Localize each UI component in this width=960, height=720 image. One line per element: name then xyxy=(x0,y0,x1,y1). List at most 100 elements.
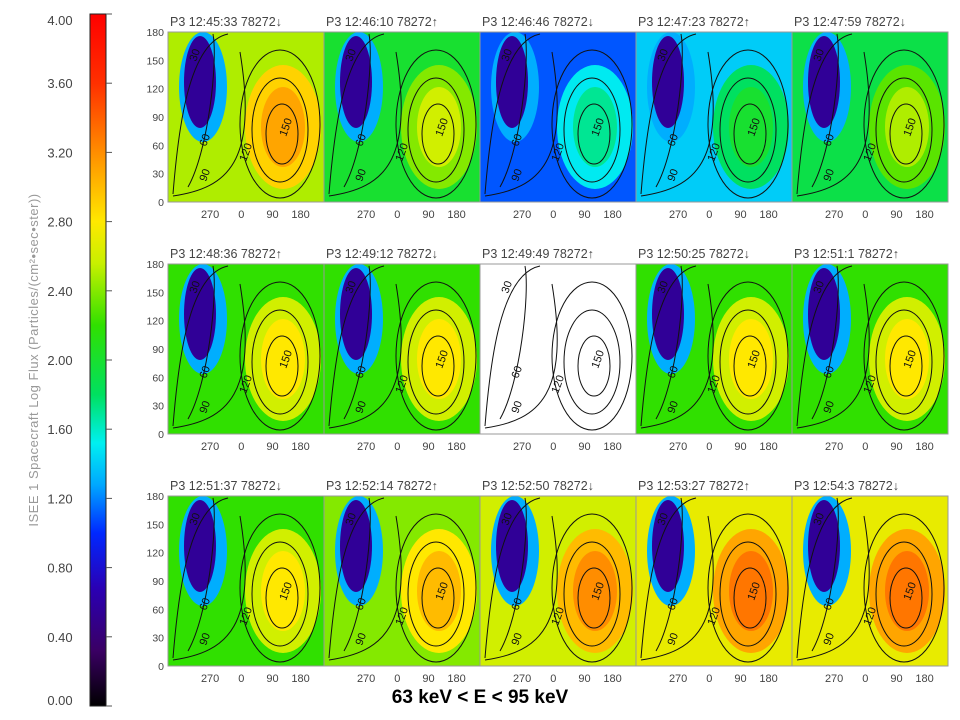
y-tick-label: 180 xyxy=(146,491,164,503)
panel-title: P3 12:51:37 78272↓ xyxy=(170,479,282,493)
contour-line xyxy=(484,497,541,659)
contour-line xyxy=(563,77,621,183)
contour-label: 60 xyxy=(510,596,525,612)
contour-label: 90 xyxy=(822,399,837,415)
y-tick-label: 60 xyxy=(152,140,164,152)
contour-line xyxy=(796,265,853,427)
x-tick-label: 270 xyxy=(201,441,219,453)
contour-label: 30 xyxy=(656,511,671,527)
contour-line xyxy=(655,497,683,652)
y-tick-label: 90 xyxy=(152,344,164,356)
contour-label: 30 xyxy=(344,511,359,527)
panel-title: P3 12:50:25 78272↓ xyxy=(638,247,750,261)
flux-peak xyxy=(417,87,461,167)
contour-label: 150 xyxy=(278,349,296,370)
contour-label: 30 xyxy=(344,47,359,63)
contour-line xyxy=(172,265,229,427)
contour-line xyxy=(707,513,789,663)
flux-low-core xyxy=(496,36,528,128)
x-tick-label: 90 xyxy=(266,441,278,453)
panel-frame xyxy=(791,31,949,203)
x-tick-label: 270 xyxy=(825,673,843,685)
flux-peak xyxy=(261,319,305,399)
panel: P3 12:53:27 78272↑ 30 60 90 120 150 270 0 90 180 xyxy=(635,479,793,685)
contour-line xyxy=(187,33,215,188)
contour-line xyxy=(563,541,621,647)
x-tick-label: 90 xyxy=(890,209,902,221)
panel-title: P3 12:54:3 78272↓ xyxy=(794,479,899,493)
y-tick-label: 180 xyxy=(146,259,164,271)
panel-title: P3 12:49:12 78272↓ xyxy=(326,247,438,261)
contour-line xyxy=(577,335,611,397)
x-tick-label: 180 xyxy=(447,209,465,221)
contour-line xyxy=(265,103,299,165)
x-tick-label: 270 xyxy=(825,209,843,221)
contour-line xyxy=(251,309,309,415)
x-tick-label: 180 xyxy=(603,673,621,685)
y-tick-label: 120 xyxy=(146,316,164,328)
contour-line xyxy=(343,33,371,188)
contour-line xyxy=(577,567,611,629)
colorbar-tick-label: 2.40 xyxy=(47,284,72,299)
flux-low-core xyxy=(808,268,840,360)
x-tick-label: 270 xyxy=(201,673,219,685)
x-tick-label: 90 xyxy=(266,209,278,221)
contour-label: 120 xyxy=(394,374,412,395)
contour-label: 30 xyxy=(500,47,515,63)
contour-label: 90 xyxy=(510,167,525,183)
x-tick-label: 180 xyxy=(915,209,933,221)
flux-peak xyxy=(729,87,773,167)
x-tick-label: 0 xyxy=(706,673,712,685)
contour-label: 60 xyxy=(354,364,369,380)
y-tick-label: 0 xyxy=(158,429,164,441)
colorbar-tick-label: 2.80 xyxy=(47,215,72,230)
contour-line xyxy=(265,335,299,397)
colorbar-tick-label: 1.60 xyxy=(47,422,72,437)
contour-label: 90 xyxy=(666,631,681,647)
y-tick-label: 150 xyxy=(146,519,164,531)
contour-line xyxy=(328,283,402,429)
contour-line xyxy=(395,281,477,431)
contour-line xyxy=(172,33,229,195)
flux-peak xyxy=(573,87,617,167)
contour-line xyxy=(172,51,246,197)
colorbar-tick-label: 2.00 xyxy=(47,353,72,368)
x-tick-label: 0 xyxy=(550,441,556,453)
x-tick-label: 90 xyxy=(734,441,746,453)
contour-label: 60 xyxy=(510,132,525,148)
x-tick-label: 270 xyxy=(825,441,843,453)
contour-label: 120 xyxy=(394,606,412,627)
x-tick-label: 180 xyxy=(759,441,777,453)
colorbar-tick-label: 3.60 xyxy=(47,76,72,91)
contour-line xyxy=(796,283,870,429)
x-tick-label: 90 xyxy=(734,673,746,685)
contour-label: 150 xyxy=(590,581,608,602)
y-tick-label: 90 xyxy=(152,112,164,124)
contour-line xyxy=(328,265,385,427)
contour-line xyxy=(655,265,683,420)
contour-label: 120 xyxy=(706,606,724,627)
x-tick-label: 270 xyxy=(669,441,687,453)
contour-line xyxy=(577,103,611,165)
x-tick-label: 0 xyxy=(238,673,244,685)
contour-line xyxy=(733,335,767,397)
contour-line xyxy=(484,515,558,661)
x-tick-label: 90 xyxy=(266,673,278,685)
x-tick-label: 270 xyxy=(513,673,531,685)
x-tick-label: 0 xyxy=(862,209,868,221)
contour-label: 150 xyxy=(590,117,608,138)
contour-line xyxy=(811,33,839,188)
panel-title: P3 12:48:36 78272↑ xyxy=(170,247,282,261)
contour-line xyxy=(551,513,633,663)
contour-line xyxy=(875,77,933,183)
x-tick-label: 0 xyxy=(862,441,868,453)
x-tick-label: 0 xyxy=(862,673,868,685)
contour-label: 90 xyxy=(510,631,525,647)
x-tick-label: 90 xyxy=(578,673,590,685)
x-tick-label: 180 xyxy=(291,209,309,221)
colorbar-tick-label: 0.40 xyxy=(47,630,72,645)
flux-low-core xyxy=(808,36,840,128)
contour-label: 120 xyxy=(550,606,568,627)
contour-line xyxy=(343,497,371,652)
contour-line xyxy=(484,265,541,427)
